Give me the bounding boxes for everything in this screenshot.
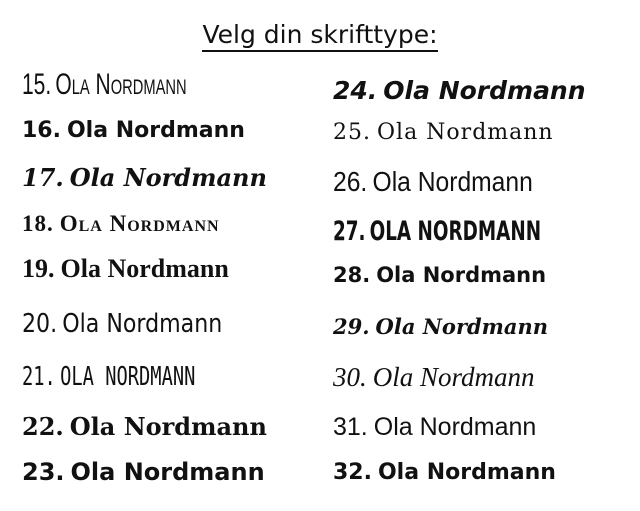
font-option-30[interactable]: 30. Ola Nordmann — [333, 364, 535, 391]
font-number: 19. — [22, 254, 55, 283]
font-sample: Ola Nordmann — [375, 314, 549, 339]
font-number: 23. — [22, 458, 65, 486]
font-number: 22. — [22, 412, 64, 441]
font-number: 17. — [22, 163, 64, 192]
font-number: 31. — [333, 413, 368, 441]
font-sample: Ola Nordmann — [62, 309, 223, 339]
font-option-20[interactable]: 20. Ola Nordmann — [22, 311, 222, 337]
font-number: 15. — [22, 68, 52, 101]
font-option-16[interactable]: 16. Ola Nordmann — [22, 120, 245, 142]
font-option-29[interactable]: 29. Ola Nordmann — [333, 316, 548, 337]
font-sample: Ola Nordmann — [376, 263, 547, 287]
font-sample: Ola Nordmann — [70, 458, 265, 486]
font-number: 29. — [333, 314, 370, 339]
font-option-17[interactable]: 17. Ola Nordmann — [22, 166, 267, 190]
font-option-27[interactable]: 27. OLA NORDMANN — [333, 218, 541, 245]
font-number: 21. — [22, 362, 56, 392]
font-sample: Ola Nordmann — [66, 118, 245, 143]
font-sample: Ola Nordmann — [60, 254, 229, 283]
font-number: 32. — [333, 460, 372, 485]
font-option-32[interactable]: 32. Ola Nordmann — [333, 462, 556, 484]
font-number: 26. — [333, 166, 368, 197]
font-sample: Ola Nordmann — [69, 163, 267, 192]
font-option-18[interactable]: 18. Ola Nordmann — [22, 212, 220, 235]
font-sample: Ola Nordmann — [377, 120, 554, 145]
font-option-23[interactable]: 23. Ola Nordmann — [22, 460, 265, 484]
font-option-21[interactable]: 21. OLA NORDMANN — [22, 364, 195, 390]
font-number: 30. — [333, 362, 367, 392]
font-sample: OLA NORDMANN — [60, 362, 196, 392]
font-sample: Ola Nordmann — [372, 166, 533, 197]
font-sample: OLA NORDMANN — [369, 216, 542, 247]
font-sample: Ola Nordmann — [69, 412, 267, 441]
font-option-15[interactable]: 15. Ola Nordmann — [22, 70, 187, 100]
font-sample: Ola Nordmann — [372, 362, 535, 392]
font-option-19[interactable]: 19. Ola Nordmann — [22, 256, 229, 282]
font-option-25[interactable]: 25. Ola Nordmann — [333, 122, 554, 144]
font-option-24[interactable]: 24. Ola Nordmann — [333, 78, 586, 103]
font-number: 16. — [22, 118, 61, 143]
font-sample: Ola Nordmann — [59, 211, 220, 236]
page-title: Velg din skrifttype: — [0, 20, 640, 52]
font-option-22[interactable]: 22. Ola Nordmann — [22, 415, 267, 439]
font-option-31[interactable]: 31. Ola Nordmann — [333, 415, 536, 440]
font-number: 20. — [22, 309, 58, 339]
font-sample: Ola Nordmann — [373, 413, 537, 441]
font-number: 28. — [333, 263, 371, 287]
font-number: 25. — [333, 120, 371, 145]
font-option-28[interactable]: 28. Ola Nordmann — [333, 265, 546, 286]
font-sample: Ola Nordmann — [383, 76, 586, 105]
font-sample: Ola Nordmann — [55, 68, 187, 101]
font-number: 18. — [22, 211, 54, 236]
title-text: Velg din skrifttype: — [202, 20, 438, 52]
font-number: 24. — [333, 76, 378, 105]
font-sample: Ola Nordmann — [377, 460, 556, 485]
font-option-26[interactable]: 26. Ola Nordmann — [333, 168, 533, 196]
font-number: 27. — [333, 216, 366, 247]
